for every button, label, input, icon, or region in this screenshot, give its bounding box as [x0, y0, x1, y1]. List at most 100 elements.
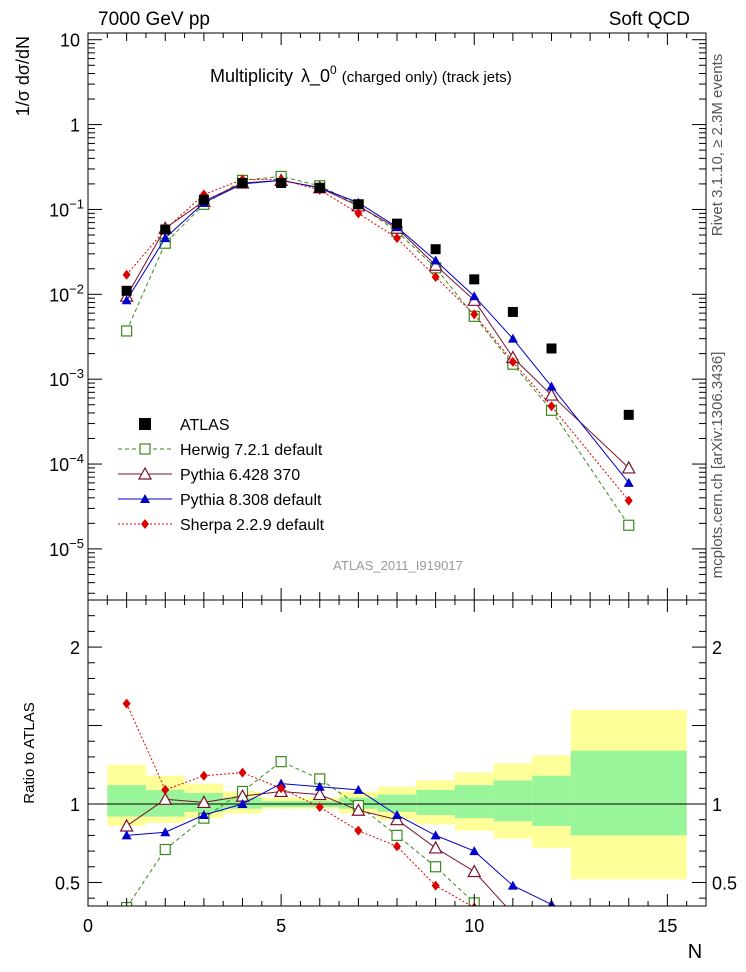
data-point: [312, 787, 327, 801]
y-tick-label: 10−1: [49, 196, 84, 220]
x-tick-label: 0: [83, 916, 93, 936]
legend-label: Sherpa 2.2.9 default: [180, 517, 325, 534]
data-point: [428, 840, 443, 854]
data-point: [353, 199, 364, 210]
data-point: [199, 770, 208, 781]
y-tick-label: 10−2: [49, 281, 84, 305]
data-point: [137, 466, 153, 480]
y-tick-label: 1: [70, 795, 80, 815]
x-tick-label: 10: [464, 916, 484, 936]
data-point: [623, 519, 635, 531]
category-label: Soft QCD: [609, 9, 690, 30]
y-tick-label: 10−4: [49, 451, 84, 475]
title-sup: 0: [330, 63, 337, 77]
y-tick-label: 10−5: [49, 536, 84, 560]
data-point: [623, 917, 635, 928]
x-axis-label: N: [688, 941, 702, 963]
ratio-panel: 2 2 1 1 0.5 0.5 0 5 10 15 Ratio to ATLAS N: [21, 599, 737, 963]
ratio-frame: [87, 599, 707, 907]
y-tick-label: 0.5: [55, 873, 80, 893]
data-point: [624, 495, 633, 506]
ratio-y-axis-label: Ratio to ATLAS: [21, 702, 38, 803]
watermark: ATLAS_2011_I919017: [333, 558, 463, 573]
data-point: [469, 274, 480, 285]
data-point: [237, 177, 248, 188]
data-point: [508, 918, 518, 928]
data-point: [623, 477, 634, 487]
data-point: [430, 244, 441, 255]
y-tick-label: 10: [60, 31, 80, 51]
band-inner: [377, 794, 417, 812]
data-point: [547, 401, 556, 412]
legend: ATLAS Herwig 7.2.1 default Pythia 6.428 37…: [118, 417, 325, 534]
data-point: [196, 795, 211, 809]
band-inner: [454, 785, 494, 819]
energy-label: 7000 GeV pp: [98, 9, 210, 30]
data-point: [158, 792, 173, 805]
main-panel: 10 1 10−1 10−2 10−3 10−4 10−5 Multiplicity λ_00…: [13, 31, 707, 601]
legend-entry: Herwig 7.2.1 default: [118, 442, 323, 459]
data-point: [351, 803, 366, 816]
data-point: [354, 825, 363, 836]
series-line: [126, 179, 630, 484]
data-point: [122, 698, 131, 709]
data-point: [546, 343, 557, 354]
main-frame: [87, 32, 707, 601]
data-point: [470, 309, 479, 320]
data-point: [467, 864, 482, 878]
title-main: Multiplicity: [210, 66, 293, 86]
data-point: [121, 325, 133, 337]
y-tick-label-right: 2: [712, 638, 722, 658]
legend-entry: Sherpa 2.2.9 default: [118, 517, 325, 534]
data-point: [275, 756, 287, 768]
legend-entry: Pythia 8.308 default: [118, 492, 322, 509]
data-point: [431, 880, 440, 891]
band-inner: [570, 750, 687, 836]
y-tick-label: 1: [70, 116, 80, 136]
data-point: [469, 846, 480, 856]
data-point: [392, 809, 402, 819]
legend-label: Herwig 7.2.1 default: [180, 442, 323, 459]
data-point: [277, 783, 286, 794]
data-point: [509, 912, 517, 922]
ratio-y-tick-labels: 2 2 1 1 0.5 0.5: [55, 638, 737, 893]
data-point: [393, 233, 401, 244]
x-tick-label: 5: [276, 916, 286, 936]
ratio-series: [119, 698, 635, 958]
title-lambda: λ_0: [301, 66, 330, 87]
data-point: [625, 940, 633, 950]
data-point: [198, 809, 209, 819]
data-point: [430, 255, 441, 265]
data-point: [393, 841, 401, 852]
data-point: [140, 494, 150, 503]
data-point: [139, 443, 151, 455]
chart-title: Multiplicity λ_00 (charged only) (track je…: [210, 63, 512, 87]
data-point: [624, 948, 634, 958]
legend-label: Pythia 6.428 370: [180, 467, 300, 484]
data-point: [546, 911, 558, 922]
band-inner: [493, 780, 533, 822]
data-point: [276, 778, 287, 788]
data-point: [431, 271, 440, 282]
data-point: [353, 784, 364, 794]
data-point: [624, 931, 634, 940]
main-y-tick-labels: 10 1 10−1 10−2 10−3 10−4 10−5: [49, 31, 84, 560]
data-point: [141, 519, 149, 529]
data-point: [198, 194, 209, 205]
data-point: [276, 177, 287, 188]
data-point: [428, 258, 443, 271]
band-inner: [107, 785, 146, 817]
main-axis-ticks: [87, 33, 707, 600]
data-point: [621, 460, 636, 474]
main-series: [119, 170, 636, 531]
data-point: [507, 908, 519, 919]
data-point: [546, 381, 557, 391]
data-point: [160, 233, 171, 243]
data-point: [508, 356, 517, 367]
data-point: [354, 208, 363, 219]
mcplots-label: mcplots.cern.ch [arXiv:1306.3436]: [709, 352, 726, 579]
data-point: [544, 387, 559, 401]
band-inner: [532, 775, 571, 826]
data-point: [507, 333, 518, 343]
